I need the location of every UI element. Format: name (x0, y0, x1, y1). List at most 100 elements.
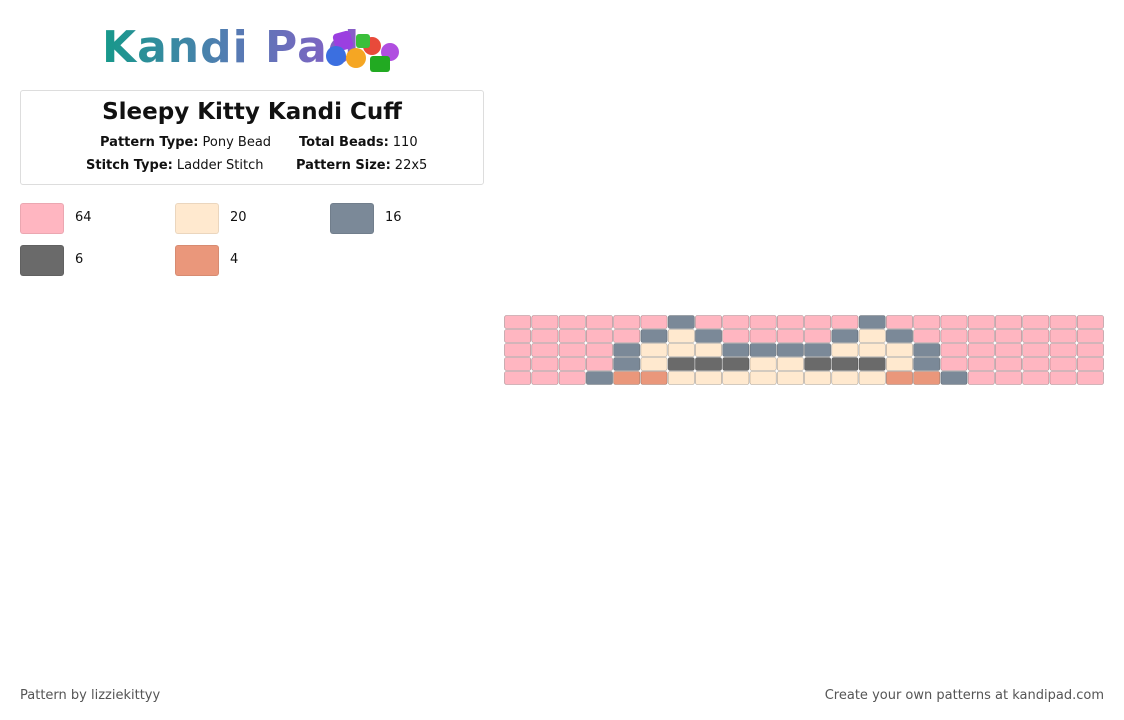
bead (667, 371, 695, 385)
bead (722, 315, 750, 329)
bead (749, 357, 777, 371)
bead (886, 315, 913, 329)
bead (776, 343, 804, 357)
field: Pattern Size: 22x5 (296, 158, 427, 173)
bead-count: 20 (230, 210, 247, 225)
bead (913, 343, 941, 357)
bead (1076, 371, 1104, 385)
bead (531, 343, 559, 357)
bead (722, 371, 750, 385)
bead (1049, 371, 1077, 385)
bead (967, 371, 995, 385)
bead (1049, 343, 1077, 357)
footer-credit: Pattern by lizziekittyy (20, 688, 161, 703)
bead (776, 315, 804, 329)
bead (531, 357, 559, 371)
bead (504, 371, 532, 385)
field-value: Pony Bead (202, 135, 272, 150)
bead (995, 357, 1022, 371)
bead (913, 371, 941, 385)
bead (967, 343, 995, 357)
bead (640, 343, 668, 357)
bead (749, 315, 777, 329)
bead (886, 357, 913, 371)
field-label: Total Beads: (299, 135, 389, 150)
bead (995, 315, 1022, 329)
bead (613, 343, 641, 357)
bead (831, 357, 859, 371)
bead (858, 357, 886, 371)
bead (558, 315, 586, 329)
bead (586, 357, 613, 371)
bead (558, 329, 586, 343)
bead (776, 371, 804, 385)
bead (995, 343, 1022, 357)
bead (531, 329, 559, 343)
color-swatch (330, 203, 374, 234)
info-box: Sleepy Kitty Kandi Cuff Pattern Type: Pon… (20, 90, 484, 185)
bead (1049, 329, 1077, 343)
bead (1049, 315, 1077, 329)
bead (776, 329, 804, 343)
bead (913, 329, 941, 343)
bead (995, 371, 1022, 385)
bead (804, 315, 832, 329)
bead (531, 315, 559, 329)
bead (858, 315, 886, 329)
bead (695, 357, 722, 371)
bead (886, 343, 913, 357)
bead (586, 343, 613, 357)
bead (1022, 371, 1050, 385)
bead (831, 315, 859, 329)
field: Pattern Type: Pony Bead (100, 135, 271, 150)
bead (749, 343, 777, 357)
bead (613, 357, 641, 371)
bead (1076, 315, 1104, 329)
bead (776, 357, 804, 371)
bead (695, 343, 722, 357)
bead (586, 315, 613, 329)
bead (586, 329, 613, 343)
color-swatch (20, 203, 64, 234)
bead (749, 371, 777, 385)
logo[interactable]: Kandi Pad (102, 22, 361, 73)
bead (667, 315, 695, 329)
color-swatch (175, 245, 219, 276)
bead (558, 357, 586, 371)
bead (858, 371, 886, 385)
bead (1076, 329, 1104, 343)
bead (804, 329, 832, 343)
bead (804, 343, 832, 357)
bead (640, 357, 668, 371)
bead (804, 357, 832, 371)
bead (1022, 329, 1050, 343)
bead (886, 371, 913, 385)
bead (1076, 343, 1104, 357)
field-value: 110 (392, 135, 418, 150)
bead (667, 357, 695, 371)
bead (586, 371, 613, 385)
bead (504, 343, 532, 357)
bead (640, 371, 668, 385)
bead (804, 371, 832, 385)
bead (722, 343, 750, 357)
bead (940, 343, 968, 357)
bead (1022, 357, 1050, 371)
bead (831, 329, 859, 343)
bead (940, 329, 968, 343)
color-swatch (175, 203, 219, 234)
pattern-title: Sleepy Kitty Kandi Cuff (102, 99, 402, 125)
bead (831, 343, 859, 357)
footer-link[interactable]: Create your own patterns at kandipad.com (824, 688, 1104, 703)
bead (613, 371, 641, 385)
bead (504, 329, 532, 343)
bead (940, 371, 968, 385)
logo-icon (326, 30, 399, 72)
field-value: Ladder Stitch (176, 158, 264, 173)
field-label: Stitch Type: (86, 158, 173, 173)
bead (886, 329, 913, 343)
bead (558, 371, 586, 385)
bead (613, 315, 641, 329)
field: Stitch Type: Ladder Stitch (86, 158, 264, 173)
bead (722, 357, 750, 371)
